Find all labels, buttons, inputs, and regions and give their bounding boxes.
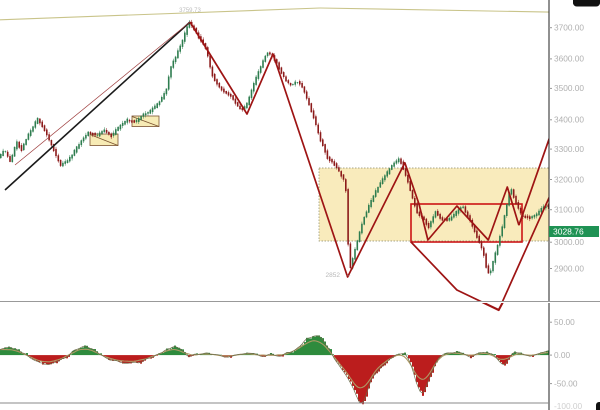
svg-text:2852: 2852 <box>326 272 341 279</box>
svg-text:3300.00: 3300.00 <box>554 144 584 154</box>
svg-text:-50.00: -50.00 <box>554 379 578 389</box>
svg-text:3000.00: 3000.00 <box>554 237 584 247</box>
svg-text:3500.00: 3500.00 <box>554 83 584 93</box>
svg-text:3100.00: 3100.00 <box>554 205 584 215</box>
svg-text:2900.00: 2900.00 <box>554 263 584 273</box>
svg-text:3700.00: 3700.00 <box>554 23 584 33</box>
svg-text:3028.76: 3028.76 <box>553 226 584 236</box>
svg-text:→: → <box>345 272 352 279</box>
svg-text:0.00: 0.00 <box>554 350 571 360</box>
svg-text:-100.00: -100.00 <box>554 401 583 410</box>
svg-text:3400.00: 3400.00 <box>554 115 584 125</box>
svg-text:50.00: 50.00 <box>554 317 575 327</box>
svg-text:3759.73: 3759.73 <box>179 8 201 14</box>
svg-text:3200.00: 3200.00 <box>554 174 584 184</box>
svg-text:3600.00: 3600.00 <box>554 54 584 64</box>
